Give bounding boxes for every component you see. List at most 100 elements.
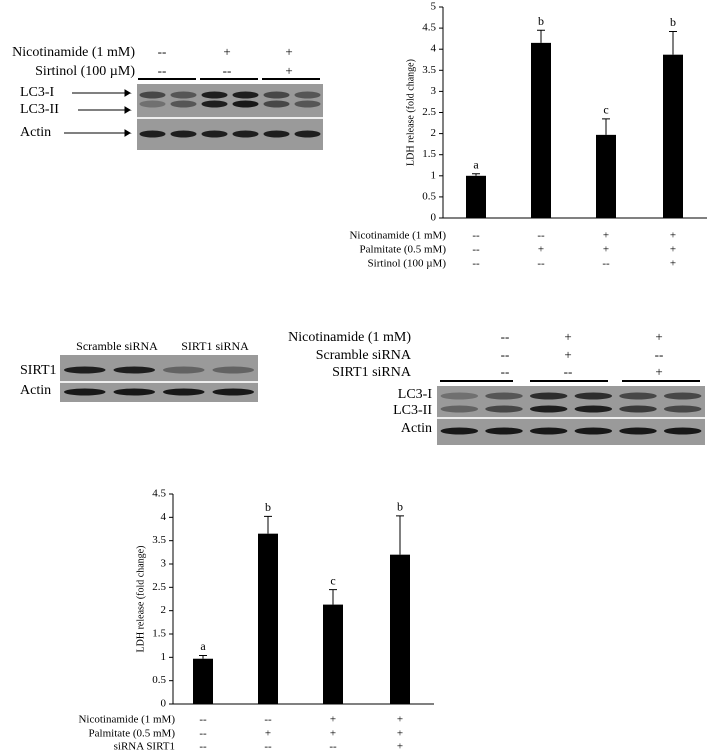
arrow: [72, 89, 132, 97]
condition-mark: +: [603, 230, 609, 242]
y-tick-label: 0.5: [422, 190, 436, 202]
band: [201, 91, 228, 99]
annotation: b: [670, 15, 676, 29]
band: [663, 427, 702, 435]
condition-mark: +: [670, 230, 676, 242]
annotation: c: [603, 103, 608, 117]
band: [663, 405, 702, 413]
condition-mark: --: [537, 258, 545, 270]
condition-mark: +: [397, 728, 403, 740]
error-bar: [537, 29, 545, 43]
condition-mark: +: [655, 329, 662, 344]
band: [63, 366, 106, 374]
band: [440, 392, 479, 400]
error-bar: [199, 654, 207, 659]
band: [663, 392, 702, 400]
y-tick-label: 2: [431, 127, 437, 139]
condition-mark: --: [223, 63, 232, 78]
y-tick-label: 1.5: [152, 628, 166, 640]
y-tick-label: 3: [431, 85, 437, 97]
band: [263, 100, 290, 108]
band: [212, 366, 255, 374]
condition-mark: +: [285, 44, 292, 59]
condition-mark: --: [501, 329, 510, 344]
condition-mark: +: [670, 258, 676, 270]
y-tick-label: 0.5: [152, 674, 166, 686]
annotation: b: [265, 500, 271, 514]
condition-label: siRNA SIRT1: [114, 741, 175, 753]
band: [201, 130, 228, 138]
band: [170, 100, 197, 108]
bar: [390, 554, 410, 704]
condition-mark: --: [501, 347, 510, 362]
y-tick-label: 3.5: [152, 534, 166, 546]
condition-mark: --: [602, 258, 610, 270]
band: [485, 427, 523, 435]
error-bar: [264, 515, 272, 534]
y-tick-label: 4: [161, 511, 167, 523]
y-tick-label: 2.5: [422, 106, 436, 118]
row-label: LC3-II: [393, 403, 432, 418]
band: [170, 130, 197, 138]
band: [574, 405, 613, 413]
condition-mark: +: [397, 741, 403, 753]
y-tick-label: 4.5: [422, 22, 436, 34]
condition-label: Nicotinamide (1 mM): [12, 45, 135, 60]
error-bar: [602, 118, 610, 135]
condition-mark: +: [564, 329, 571, 344]
bar: [596, 134, 616, 218]
y-tick-label: 5: [431, 1, 437, 13]
annotation: c: [330, 573, 335, 587]
blot-image: [437, 386, 705, 445]
row-label: LC3-I: [398, 387, 433, 402]
group-label: SIRT1 siRNA: [181, 339, 249, 353]
condition-mark: +: [330, 714, 336, 726]
band: [162, 366, 205, 374]
condition-mark: +: [538, 244, 544, 256]
band: [232, 91, 259, 99]
condition-mark: --: [329, 741, 337, 753]
band: [263, 91, 290, 99]
y-tick-label: 0: [431, 212, 437, 224]
band: [139, 130, 166, 138]
condition-mark: +: [223, 44, 230, 59]
condition-mark: --: [158, 44, 167, 59]
band: [440, 405, 479, 413]
y-tick-label: 4: [431, 43, 437, 55]
condition-mark: --: [472, 230, 480, 242]
band: [113, 366, 156, 374]
band: [139, 100, 166, 108]
arrow: [64, 129, 132, 137]
condition-label: SIRT1 siRNA: [332, 365, 412, 380]
row-label: SIRT1: [20, 363, 57, 378]
band: [619, 392, 657, 400]
condition-label: Nicotinamide (1 mM): [288, 330, 411, 345]
y-tick-label: 4.5: [152, 488, 166, 500]
condition-mark: --: [537, 230, 545, 242]
condition-label: Nicotinamide (1 mM): [349, 230, 446, 242]
condition-mark: --: [264, 714, 272, 726]
band: [574, 427, 613, 435]
band: [201, 100, 228, 108]
band: [294, 91, 321, 99]
condition-mark: +: [265, 728, 271, 740]
row-label: Actin: [20, 125, 51, 140]
band: [619, 405, 657, 413]
bar: [531, 42, 551, 219]
error-bar: [329, 589, 337, 605]
condition-mark: --: [472, 258, 480, 270]
condition-label: Nicotinamide (1 mM): [78, 714, 175, 726]
y-tick-label: 1: [161, 651, 167, 663]
annotation: b: [397, 500, 403, 514]
y-tick-label: 2: [161, 604, 167, 616]
band: [529, 427, 568, 435]
y-tick-label: 1: [431, 169, 437, 181]
condition-mark: --: [472, 244, 480, 256]
condition-mark: +: [564, 347, 571, 362]
condition-label: Sirtinol (100 µM): [368, 258, 447, 270]
condition-mark: --: [199, 728, 207, 740]
band: [294, 130, 321, 138]
y-axis-label: LDH release (fold change): [405, 59, 416, 166]
condition-mark: --: [158, 63, 167, 78]
band: [232, 130, 259, 138]
